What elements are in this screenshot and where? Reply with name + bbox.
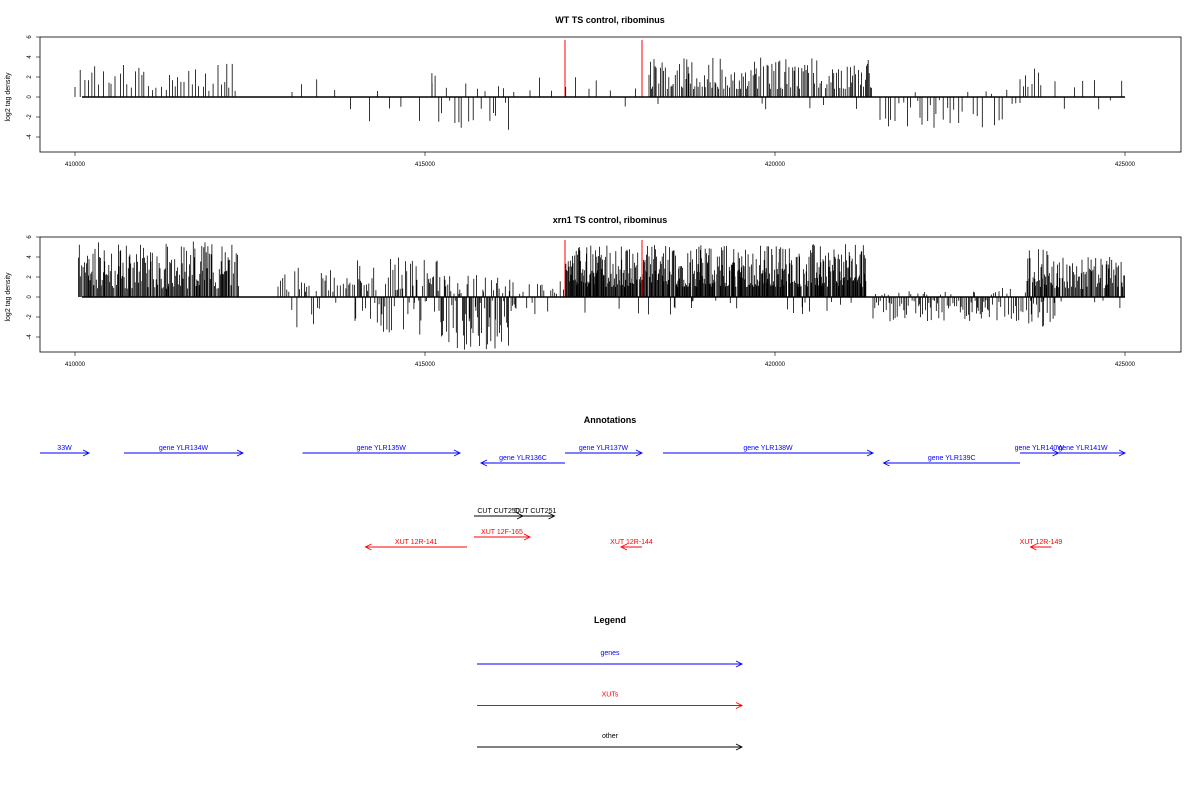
- annotation-feature: gene YLR137W: [565, 445, 644, 457]
- annotation-feature: XUT 12R-144: [610, 539, 653, 551]
- legend-title: Legend: [594, 615, 626, 625]
- x-tick-label: 410000: [65, 362, 86, 368]
- x-tick-label: 415000: [415, 162, 436, 168]
- annotation-feature: gene YLR136C: [479, 455, 565, 467]
- annotation-feature: 33W: [40, 445, 91, 457]
- feature-arrowhead: [619, 543, 628, 551]
- feature-label: gene YLR140W: [1015, 445, 1065, 452]
- legend-panel: Legend genes XUTs other: [477, 615, 744, 751]
- x-tick-label: 425000: [1115, 162, 1136, 168]
- feature-arrowhead: [548, 512, 556, 520]
- annotations-panel: Annotations 33W gene YLR134W gene YLR135W g…: [40, 415, 1127, 551]
- wt-y-axis-label: log2 tag density: [5, 72, 12, 122]
- feature-label: CUT CUT251: [514, 508, 556, 515]
- legend-label: other: [602, 733, 619, 740]
- x-tick-label: 420000: [765, 162, 786, 168]
- y-tick-label: -4: [27, 334, 33, 340]
- wt-panel-title: WT TS control, ribominus: [555, 15, 665, 25]
- feature-label: gene YLR135W: [357, 445, 407, 452]
- feature-arrowhead: [236, 449, 245, 457]
- y-tick-label: 0: [27, 95, 33, 99]
- legend-item: other: [477, 733, 744, 751]
- x-tick-label: 425000: [1115, 362, 1136, 368]
- y-tick-label: 2: [27, 75, 33, 79]
- feature-label: gene YLR137W: [579, 445, 629, 452]
- xrn1-panel-title: xrn1 TS control, ribominus: [553, 215, 668, 225]
- annotation-feature: gene YLR140W: [1015, 445, 1065, 457]
- legend-label: XUTs: [602, 692, 619, 699]
- xrn1-plot-frame: [39, 236, 1182, 353]
- legend-item: XUTs: [477, 692, 744, 709]
- x-tick-label: 410000: [65, 162, 86, 168]
- y-tick-label: -2: [27, 314, 33, 320]
- legend-label: genes: [600, 650, 620, 657]
- y-tick-label: 6: [27, 235, 33, 239]
- feature-label: gene YLR136C: [499, 455, 547, 462]
- annotation-feature: gene YLR141W: [1041, 445, 1127, 457]
- y-tick-label: 6: [27, 35, 33, 39]
- annotations-title: Annotations: [584, 415, 637, 425]
- feature-label: gene YLR141W: [1058, 445, 1108, 452]
- annotation-feature: XUT 12R-149: [1020, 539, 1063, 551]
- feature-arrowhead: [1118, 449, 1127, 457]
- feature-label: XUT 12F-165: [481, 529, 523, 536]
- feature-arrowhead: [82, 449, 91, 457]
- feature-arrowhead: [635, 449, 644, 457]
- annotation-feature: gene YLR134W: [124, 445, 245, 457]
- feature-arrowhead: [453, 449, 462, 457]
- annotation-feature: XUT 12F-165: [474, 529, 532, 541]
- y-tick-label: -4: [27, 134, 33, 140]
- wt-density-panel: WT TS control, ribominus log2 tag densit…: [5, 15, 1182, 168]
- feature-label: gene YLR138W: [743, 445, 793, 452]
- y-tick-label: -2: [27, 114, 33, 120]
- annotation-feature: CUT CUT251: [514, 508, 556, 520]
- wt-bars-group: [74, 40, 1125, 130]
- wt-axes-group: -4 -2 0 2 4 6 410000 415000 420000 425000: [27, 35, 1136, 168]
- legend-arrowhead: [735, 702, 744, 709]
- annotation-feature: gene YLR138W: [663, 445, 875, 457]
- xrn1-y-axis-label: log2 tag density: [5, 272, 12, 322]
- feature-arrowhead: [882, 459, 890, 467]
- feature-label: XUT 12R-149: [1020, 539, 1063, 546]
- feature-label: XUT 12R-144: [610, 539, 653, 546]
- x-tick-label: 420000: [765, 362, 786, 368]
- feature-arrowhead: [866, 449, 875, 457]
- feature-arrowhead: [523, 533, 532, 541]
- feature-arrowhead: [364, 543, 372, 551]
- x-tick-label: 415000: [415, 362, 436, 368]
- feature-label: gene YLR134W: [159, 445, 209, 452]
- y-tick-label: 4: [27, 55, 33, 59]
- legend-items: genes XUTs other: [477, 650, 744, 751]
- annotation-feature: XUT 12R-141: [364, 539, 467, 551]
- xrn1-density-panel: xrn1 TS control, ribominus log2 tag dens…: [5, 215, 1182, 368]
- y-tick-label: 0: [27, 295, 33, 299]
- legend-arrowhead: [735, 660, 744, 668]
- wt-plot-frame: [39, 36, 1182, 153]
- feature-arrowhead: [479, 459, 488, 467]
- feature-label: gene YLR139C: [928, 455, 976, 462]
- xrn1-axes-group: -4 -2 0 2 4 6 410000 415000 420000 425000: [27, 235, 1136, 368]
- legend-arrowhead: [735, 743, 744, 751]
- annotation-feature: gene YLR139C: [882, 455, 1020, 467]
- xrn1-bars-group: [78, 240, 1125, 350]
- legend-item: genes: [477, 650, 744, 668]
- annotation-feature: gene YLR135W: [302, 445, 462, 457]
- feature-arrowhead: [1029, 543, 1037, 551]
- y-tick-label: 2: [27, 275, 33, 279]
- annotation-features: 33W gene YLR134W gene YLR135W gene YLR136C g…: [40, 445, 1127, 551]
- feature-label: CUT CUT250: [477, 508, 519, 515]
- y-tick-label: 4: [27, 255, 33, 259]
- feature-label: 33W: [57, 445, 72, 452]
- feature-label: XUT 12R-141: [395, 539, 438, 546]
